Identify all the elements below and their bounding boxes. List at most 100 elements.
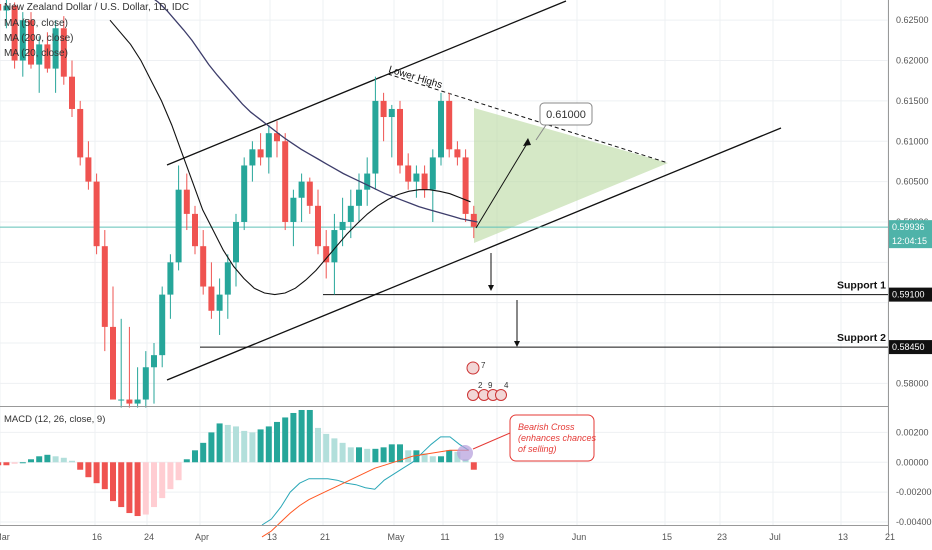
candle-body bbox=[241, 165, 248, 222]
macd-histogram-bar bbox=[118, 462, 125, 508]
time-tick-label: 11 bbox=[440, 532, 449, 542]
target-label-box bbox=[539, 102, 593, 126]
candle-body bbox=[249, 149, 256, 166]
macd-histogram-bar bbox=[126, 462, 133, 514]
candle-body bbox=[85, 157, 92, 182]
macd-histogram-bar bbox=[331, 438, 338, 463]
candle-body bbox=[405, 165, 412, 182]
candle-body bbox=[36, 44, 43, 65]
candle-body bbox=[44, 44, 51, 69]
macd-histogram-bar bbox=[134, 462, 141, 517]
candle-body bbox=[397, 108, 403, 166]
macd-histogram-bar bbox=[101, 462, 108, 490]
macd-histogram-bar bbox=[397, 444, 403, 463]
candle-body bbox=[175, 189, 182, 263]
candle-body bbox=[331, 230, 338, 263]
candle-body bbox=[470, 213, 477, 227]
bearish-cross-text: of selling) bbox=[518, 444, 557, 454]
candle-body bbox=[0, 4, 2, 11]
macd-histogram-bar bbox=[282, 417, 289, 463]
legend-ma-20[interactable]: MA (20, close) bbox=[4, 48, 68, 59]
target-label-pointer bbox=[535, 124, 547, 141]
support-level-label: Support 2 bbox=[837, 332, 886, 344]
candle-body bbox=[3, 5, 10, 11]
candle-body bbox=[364, 173, 371, 190]
macd-histogram-bar bbox=[192, 450, 198, 463]
candle-body bbox=[142, 367, 149, 400]
signal-line bbox=[261, 449, 469, 538]
candle-body bbox=[274, 133, 280, 142]
candle-body bbox=[306, 181, 313, 206]
event-icon-top bbox=[466, 361, 480, 375]
chart-title: New Zealand Dollar / U.S. Dollar, 1D, ID… bbox=[4, 2, 190, 13]
candle-body bbox=[413, 173, 420, 182]
current-price-badge bbox=[889, 220, 932, 249]
bearish-cross-text: (enhances chances bbox=[518, 433, 597, 443]
candle-body bbox=[101, 246, 108, 327]
candle-body bbox=[315, 205, 321, 247]
macd-histogram-bar bbox=[110, 462, 116, 502]
price-tick-label: 0.61000 bbox=[896, 136, 929, 146]
ma-20-line bbox=[109, 19, 471, 296]
candle-body bbox=[282, 141, 289, 222]
macd-histogram-bar bbox=[306, 409, 313, 463]
macd-histogram-bar bbox=[36, 456, 43, 463]
candles bbox=[0, 0, 477, 408]
event-count: 2 bbox=[478, 381, 483, 390]
candle-body bbox=[372, 100, 379, 174]
price-tick-label: 0.58000 bbox=[896, 378, 929, 388]
countdown-text: 12:04:15 bbox=[892, 236, 927, 246]
macd-histogram-bar bbox=[421, 453, 428, 463]
macd-histogram-bar bbox=[372, 448, 379, 463]
support-level-label: Support 1 bbox=[837, 280, 886, 292]
candle-body bbox=[323, 246, 330, 263]
price-tick-label: 0.61500 bbox=[896, 96, 929, 106]
event-count: 9 bbox=[488, 381, 493, 390]
macd-histogram-bar bbox=[28, 459, 34, 463]
macd-histogram-bar bbox=[52, 456, 59, 463]
candle-body bbox=[151, 355, 157, 368]
candle-body bbox=[110, 326, 116, 400]
macd-histogram-bar bbox=[19, 462, 26, 464]
macd-histogram-bar bbox=[298, 409, 305, 463]
macd-histogram-bar bbox=[216, 423, 223, 463]
target-label-text: 0.61000 bbox=[546, 109, 586, 121]
candle-body bbox=[298, 181, 305, 198]
overlays bbox=[0, 0, 888, 381]
macd-histogram-bar bbox=[11, 462, 18, 464]
current-price-text: 0.59936 bbox=[892, 222, 925, 232]
time-tick-label: 16 bbox=[92, 532, 102, 542]
time-tick-label: 13 bbox=[838, 532, 848, 542]
macd-line bbox=[261, 436, 470, 526]
time-tick-label: 24 bbox=[144, 532, 154, 542]
macd-histogram-bar bbox=[69, 460, 75, 463]
macd-title[interactable]: MACD (12, 26, close, 9) bbox=[4, 414, 106, 425]
candle-body bbox=[126, 399, 133, 404]
candle-body bbox=[93, 181, 100, 247]
candle-body bbox=[438, 100, 444, 158]
macd-histogram-bar bbox=[380, 447, 387, 463]
macd-histogram-bar bbox=[454, 451, 461, 463]
bearish-cross-box bbox=[509, 414, 595, 462]
time-tick-label: Jul bbox=[769, 532, 781, 542]
candle-body bbox=[60, 28, 67, 77]
macd-histogram-bar bbox=[0, 462, 2, 466]
legend-ma-50[interactable]: MA (50, close) bbox=[4, 18, 68, 29]
macd-tick-label: 0.00200 bbox=[896, 427, 929, 437]
macd-histogram-bar bbox=[446, 450, 453, 463]
macd-histogram-bar bbox=[470, 462, 477, 470]
candle-body bbox=[454, 149, 461, 158]
macd-tick-label: -0.00400 bbox=[896, 517, 932, 527]
candle-body bbox=[19, 20, 26, 61]
bearish-cross-text: Bearish Cross bbox=[518, 422, 575, 432]
time-tick-label: 15 bbox=[662, 532, 672, 542]
level-price-badge bbox=[889, 340, 932, 355]
moving-averages bbox=[109, 0, 478, 296]
macd-histogram-bar bbox=[429, 456, 436, 463]
macd-histogram-bar bbox=[208, 432, 215, 463]
macd-histogram-bar bbox=[356, 447, 362, 463]
macd-histogram-bar bbox=[3, 462, 10, 466]
legend-ma-200[interactable]: MA (200, close) bbox=[4, 33, 74, 44]
